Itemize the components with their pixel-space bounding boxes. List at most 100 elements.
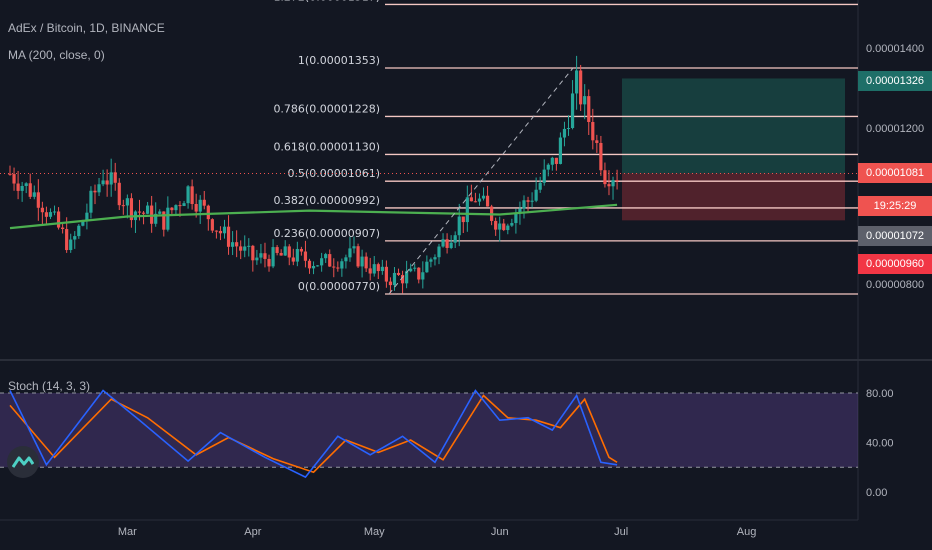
candle bbox=[133, 210, 138, 233]
candle bbox=[311, 261, 316, 275]
candle bbox=[546, 163, 550, 177]
candle bbox=[445, 233, 449, 254]
candle bbox=[433, 254, 437, 266]
candle bbox=[579, 64, 583, 111]
time-axis-label: Jul bbox=[614, 526, 628, 538]
candle bbox=[400, 270, 405, 294]
candle bbox=[283, 240, 287, 256]
fibonacci-retracement[interactable]: 1.272(0.00001517) 1(0.00001353) 0.786(0.00… bbox=[0, 0, 858, 295]
ma-price-badge: 0.00001072 bbox=[858, 226, 932, 246]
candle bbox=[409, 263, 413, 273]
candle bbox=[36, 179, 40, 221]
candle bbox=[356, 243, 360, 268]
candle bbox=[558, 132, 563, 165]
stoch-legend[interactable]: Stoch (14, 3, 3) bbox=[8, 379, 91, 393]
candle bbox=[485, 185, 490, 207]
candle bbox=[364, 252, 368, 273]
candle bbox=[315, 265, 320, 267]
candle bbox=[320, 252, 324, 272]
candle bbox=[607, 170, 611, 196]
candle bbox=[202, 190, 206, 210]
tradingview-logo-icon[interactable] bbox=[7, 446, 39, 478]
candle bbox=[380, 259, 384, 275]
candle bbox=[230, 231, 235, 256]
candle bbox=[611, 176, 615, 200]
fib-level-label: 1.272(0.00001517) bbox=[273, 0, 380, 3]
candle bbox=[150, 195, 154, 233]
stop-price-badge: 0.00000960 bbox=[858, 254, 932, 274]
stop-zone[interactable] bbox=[622, 173, 845, 221]
candle bbox=[117, 178, 121, 210]
trend-line-path[interactable] bbox=[388, 67, 574, 295]
trend-line[interactable] bbox=[388, 67, 574, 295]
ma-200-path bbox=[9, 203, 618, 230]
fib-level-label: 0.5(0.00001061) bbox=[287, 167, 380, 180]
candle bbox=[93, 184, 97, 205]
time-axis-label: May bbox=[364, 526, 385, 538]
candle bbox=[243, 235, 247, 258]
candle bbox=[473, 192, 478, 203]
candle bbox=[101, 169, 105, 187]
candle bbox=[239, 240, 243, 260]
candle bbox=[336, 261, 340, 272]
candle bbox=[396, 268, 401, 276]
candle bbox=[328, 249, 332, 267]
candle bbox=[226, 215, 231, 255]
candle bbox=[352, 236, 356, 254]
candle bbox=[251, 244, 255, 272]
profit-zone[interactable] bbox=[622, 78, 845, 174]
symbol-legend[interactable]: AdEx / Bitcoin, 1D, BINANCE bbox=[8, 21, 165, 35]
stoch-band bbox=[0, 393, 858, 468]
candle bbox=[405, 260, 409, 289]
candle bbox=[77, 223, 81, 239]
candle bbox=[105, 169, 109, 197]
candle bbox=[437, 243, 441, 265]
time-axis-label: Apr bbox=[244, 526, 261, 538]
ma-200-line bbox=[9, 203, 618, 230]
candle bbox=[384, 260, 388, 288]
candle bbox=[206, 204, 210, 231]
stoch-axis-label: 80.00 bbox=[866, 388, 894, 400]
candle bbox=[348, 236, 352, 262]
candle bbox=[247, 238, 251, 257]
time-axis-label: Mar bbox=[118, 526, 137, 538]
candle bbox=[141, 210, 146, 225]
candle bbox=[575, 55, 579, 110]
candle bbox=[526, 196, 530, 213]
candle bbox=[16, 170, 20, 200]
candle bbox=[307, 258, 312, 274]
candle bbox=[174, 204, 178, 215]
candle bbox=[40, 201, 44, 225]
candle bbox=[20, 181, 24, 202]
ma-legend[interactable]: MA (200, close, 0) bbox=[8, 48, 105, 62]
candle bbox=[510, 218, 514, 227]
candle bbox=[550, 156, 554, 171]
candle bbox=[417, 267, 421, 284]
candle bbox=[461, 216, 465, 233]
price-axis-label: 0.00000800 bbox=[866, 279, 924, 291]
candle bbox=[591, 108, 595, 150]
candle bbox=[498, 216, 502, 242]
candle bbox=[360, 249, 364, 278]
candle bbox=[587, 89, 591, 136]
candle bbox=[73, 231, 77, 249]
candle bbox=[222, 219, 227, 239]
candle bbox=[170, 206, 174, 214]
candle bbox=[190, 179, 194, 210]
candle bbox=[198, 195, 202, 224]
candle bbox=[263, 242, 267, 268]
candle bbox=[295, 241, 299, 267]
candle bbox=[562, 121, 567, 147]
candle bbox=[121, 199, 125, 215]
target-price-badge: 0.00001326 bbox=[858, 71, 932, 91]
candle bbox=[421, 261, 425, 289]
candle bbox=[8, 165, 12, 176]
candle bbox=[542, 159, 546, 186]
candle bbox=[457, 203, 461, 247]
candle bbox=[158, 209, 162, 215]
candle bbox=[12, 167, 16, 191]
candle bbox=[85, 203, 89, 230]
long-position-tool[interactable] bbox=[622, 78, 845, 221]
fib-level-label: 0(0.00000770) bbox=[298, 280, 380, 293]
